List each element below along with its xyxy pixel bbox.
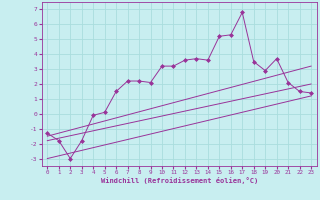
X-axis label: Windchill (Refroidissement éolien,°C): Windchill (Refroidissement éolien,°C) [100, 177, 258, 184]
